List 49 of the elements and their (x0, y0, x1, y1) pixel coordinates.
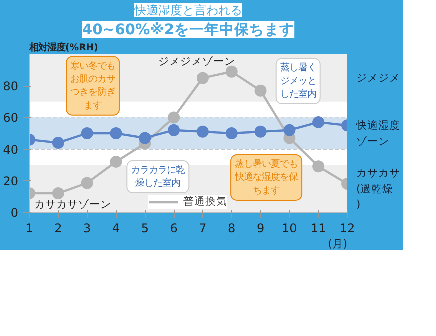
x-tick-label: 11 (310, 222, 326, 236)
point (226, 128, 238, 140)
band-label: 快適湿度ゾーン (356, 119, 400, 148)
annotation: 寒い冬でもお肌のカサつきを防ぎます (70, 60, 116, 112)
point (196, 126, 209, 138)
x-tick-label: 1 (26, 222, 34, 236)
x-tick-label: 7 (199, 222, 207, 236)
x-tick-label: 12 (340, 222, 356, 236)
chart-title: 快適湿度と言われる (134, 4, 242, 18)
point (254, 84, 267, 97)
legend-label: 普通換気 (184, 195, 228, 209)
x-tick-label: 10 (282, 222, 298, 236)
point (52, 188, 64, 200)
point (110, 156, 122, 168)
y-axis-title: 相対湿度(%RH) (28, 42, 98, 54)
point (284, 124, 296, 136)
annotation: カラカラに乾燥した室内 (131, 164, 186, 190)
y-tick-label: 60 (3, 111, 19, 126)
band-label: ジメジメ (356, 72, 400, 85)
point (81, 177, 94, 190)
point (254, 126, 267, 138)
point (168, 124, 180, 136)
point (312, 160, 325, 173)
point (52, 136, 64, 149)
point (226, 66, 238, 78)
annotation: カサカサゾーン (34, 198, 112, 212)
point (196, 72, 209, 84)
point (312, 116, 325, 128)
y-tick-label: 20 (3, 174, 19, 188)
chart-subtitle: 40~60%※2を一年中保ちます (82, 22, 295, 38)
point (139, 132, 152, 144)
point (168, 112, 180, 124)
x-tick-label: 5 (141, 222, 149, 236)
band-label: カサカサ(過乾燥) (356, 166, 400, 211)
y-tick-label: 80 (3, 80, 19, 94)
annotation: 蒸し暑くジメッとした室内 (280, 62, 316, 100)
x-tick-label: 4 (112, 222, 120, 236)
x-tick-label: 3 (84, 222, 92, 236)
y-tick-label: 40 (3, 142, 19, 157)
y-tick-label: 0 (10, 206, 19, 220)
x-tick-label: 9 (256, 222, 265, 236)
x-tick-label: 2 (54, 222, 62, 236)
point (81, 128, 94, 140)
annotation: ジメジメゾーン (158, 55, 236, 68)
annotation: 蒸し暑い夏でも快適な湿度を保ちます (234, 159, 298, 196)
x-tick-label: 8 (228, 222, 236, 236)
x-tick-label: 6 (170, 222, 178, 236)
x-axis-title: (月) (328, 238, 348, 250)
point (110, 128, 122, 140)
